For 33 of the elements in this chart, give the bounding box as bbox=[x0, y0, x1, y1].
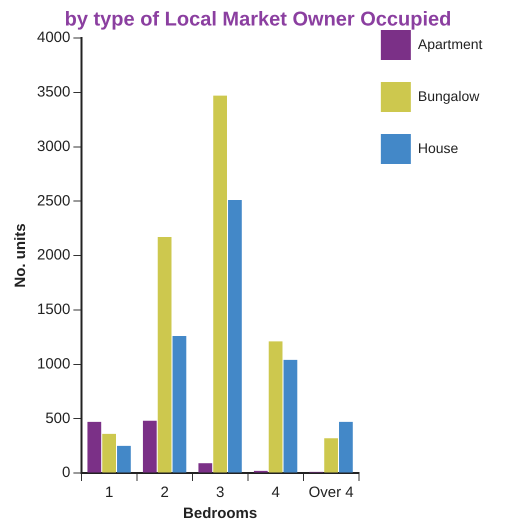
bar bbox=[324, 438, 338, 472]
bar bbox=[268, 341, 282, 472]
bar bbox=[213, 96, 227, 472]
y-tick-label: 0 bbox=[62, 464, 70, 482]
x-tick-label: 4 bbox=[271, 484, 280, 502]
bar bbox=[102, 434, 116, 472]
legend-label: Bungalow bbox=[418, 88, 495, 104]
y-tick-label: 3500 bbox=[36, 84, 70, 101]
x-axis-title: Bedrooms bbox=[183, 505, 258, 522]
bar bbox=[142, 420, 157, 472]
bar bbox=[228, 200, 242, 472]
y-tick-label: 2500 bbox=[36, 192, 70, 210]
x-tick-label: Over 4 bbox=[308, 484, 354, 502]
y-tick-label: 4000 bbox=[36, 29, 70, 46]
x-tick-label: 3 bbox=[216, 484, 224, 502]
x-tick-label: 2 bbox=[160, 484, 169, 502]
bar bbox=[284, 360, 298, 472]
bar bbox=[198, 463, 212, 472]
x-tick-label: 1 bbox=[104, 484, 114, 502]
bar bbox=[172, 336, 186, 472]
y-tick-label: 1000 bbox=[36, 355, 70, 372]
legend-label: House bbox=[418, 140, 474, 156]
bar bbox=[339, 422, 353, 472]
bar bbox=[158, 237, 172, 472]
bar bbox=[117, 446, 131, 472]
bar bbox=[87, 422, 102, 472]
y-tick-label: 1500 bbox=[36, 301, 70, 318]
y-axis-title: No. units bbox=[12, 223, 30, 288]
y-tick-label: 3000 bbox=[36, 138, 70, 155]
y-tick-label: 2000 bbox=[36, 246, 70, 264]
y-tick-label: 500 bbox=[45, 410, 70, 427]
chart-title: by type of Local Market Owner Occupied bbox=[64, 8, 452, 31]
legend-label: Apartment bbox=[418, 36, 498, 52]
